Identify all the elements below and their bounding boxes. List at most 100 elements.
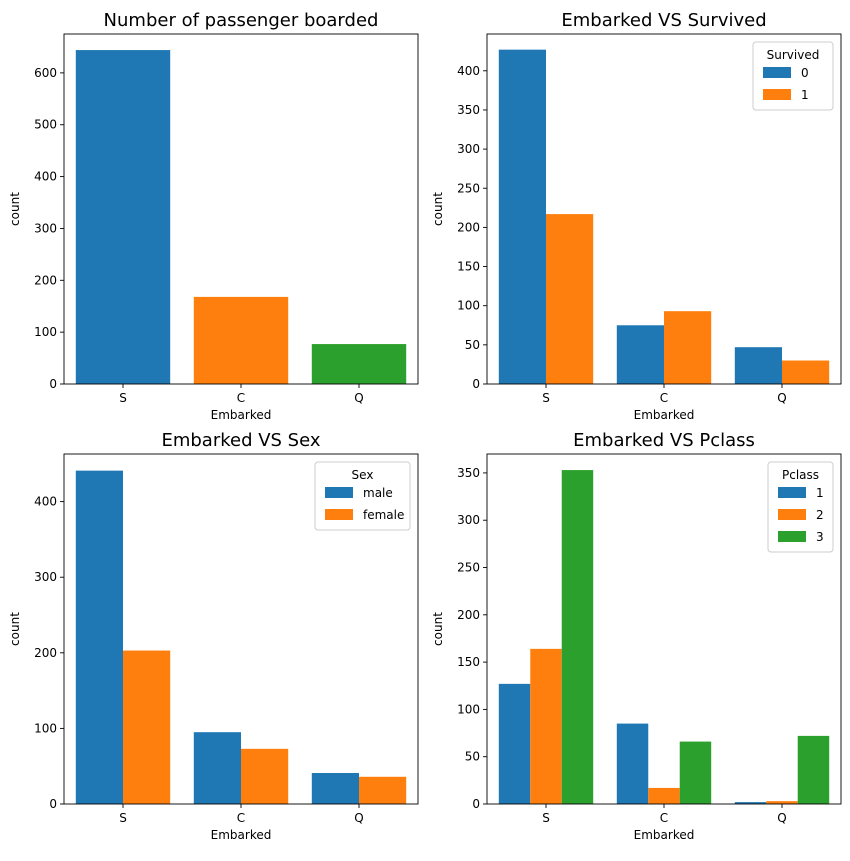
y-tick-label: 0 bbox=[472, 377, 480, 391]
x-tick-label: C bbox=[660, 811, 668, 825]
bar-s-1 bbox=[498, 683, 531, 804]
bar-s-1 bbox=[546, 214, 594, 384]
y-tick-label: 100 bbox=[457, 702, 480, 716]
y-tick-label: 0 bbox=[472, 797, 480, 811]
y-tick-label: 100 bbox=[34, 721, 57, 735]
bar-c-1 bbox=[664, 311, 712, 384]
x-axis-label: Embarked bbox=[211, 408, 272, 422]
y-tick-label: 400 bbox=[34, 170, 57, 184]
y-tick-label: 400 bbox=[34, 495, 57, 509]
y-tick-label: 300 bbox=[457, 142, 480, 156]
x-tick-label: Q bbox=[354, 811, 363, 825]
legend: Sex male female bbox=[314, 461, 411, 531]
legend-swatch bbox=[325, 487, 353, 498]
bar-q-1 bbox=[782, 360, 830, 384]
chart-title: Embarked VS Survived bbox=[561, 10, 766, 31]
x-tick-label: S bbox=[119, 391, 127, 405]
y-tick-label: 200 bbox=[34, 273, 57, 287]
legend-swatch bbox=[778, 509, 806, 520]
x-tick-label: Q bbox=[777, 391, 786, 405]
y-axis-label: count bbox=[8, 192, 22, 226]
x-tick-label: C bbox=[237, 811, 245, 825]
legend: Pclass 1 2 3 bbox=[767, 461, 834, 553]
x-tick-label: S bbox=[542, 811, 550, 825]
bar-c-female bbox=[241, 748, 289, 804]
legend-box bbox=[767, 461, 834, 553]
x-axis-label: Embarked bbox=[211, 828, 272, 842]
legend-title: Survived bbox=[767, 48, 820, 62]
bar-q-female bbox=[359, 776, 407, 804]
y-tick-label: 0 bbox=[49, 797, 57, 811]
legend-swatch bbox=[325, 509, 353, 520]
y-tick-label: 300 bbox=[34, 221, 57, 235]
bar-c-0 bbox=[616, 325, 664, 384]
y-tick-label: 150 bbox=[457, 260, 480, 274]
chart-1: 0 100 200 300 400 500 600 S C Q Number of passenge… bbox=[8, 10, 419, 422]
y-tick-label: 50 bbox=[465, 338, 480, 352]
y-tick-label: 200 bbox=[34, 646, 57, 660]
y-tick-label: 250 bbox=[457, 561, 480, 575]
bar-c-1 bbox=[616, 723, 649, 804]
chart-title: Embarked VS Sex bbox=[161, 430, 320, 451]
y-tick-label: 600 bbox=[34, 66, 57, 80]
legend-swatch bbox=[763, 89, 791, 100]
legend-label: male bbox=[363, 486, 393, 500]
legend-swatch bbox=[763, 67, 791, 78]
y-tick-label: 0 bbox=[49, 377, 57, 391]
x-axis-label: Embarked bbox=[634, 408, 695, 422]
legend-title: Pclass bbox=[782, 468, 819, 482]
bar-q-2 bbox=[766, 801, 798, 804]
x-tick-label: C bbox=[237, 391, 245, 405]
y-tick-label: 100 bbox=[457, 299, 480, 313]
y-tick-label: 300 bbox=[34, 570, 57, 584]
bar-q-3 bbox=[797, 735, 830, 804]
chart-title: Embarked VS Pclass bbox=[573, 430, 755, 451]
y-tick-label: 350 bbox=[457, 103, 480, 117]
y-tick-label: 300 bbox=[457, 513, 480, 527]
bar-s-female bbox=[123, 650, 171, 804]
y-tick-label: 500 bbox=[34, 118, 57, 132]
legend-label: 1 bbox=[801, 88, 809, 102]
bar-s bbox=[75, 50, 171, 384]
y-tick-label: 200 bbox=[457, 220, 480, 234]
bar-c-male bbox=[193, 732, 241, 804]
bar-s-male bbox=[75, 470, 123, 804]
legend-swatch bbox=[778, 531, 806, 542]
legend-label: 3 bbox=[816, 530, 824, 544]
x-axis-label: Embarked bbox=[634, 828, 695, 842]
y-tick-label: 400 bbox=[457, 64, 480, 78]
bar-s-0 bbox=[498, 49, 546, 384]
x-tick-label: Q bbox=[777, 811, 786, 825]
bar-c-2 bbox=[648, 787, 680, 804]
legend-label: 2 bbox=[816, 508, 824, 522]
legend-label: 1 bbox=[816, 486, 824, 500]
y-tick-label: 250 bbox=[457, 181, 480, 195]
bar-q-male bbox=[311, 773, 359, 804]
y-tick-label: 200 bbox=[457, 608, 480, 622]
legend-swatch bbox=[778, 487, 806, 498]
bar-c bbox=[193, 296, 289, 384]
chart-3: 0 100 200 300 400 S C Q Embarked VS Sex Embarked c… bbox=[8, 430, 419, 842]
chart-2: 0 50 100 150 200 250 300 350 400 S C Q Embarked VS S… bbox=[431, 10, 842, 422]
x-tick-label: S bbox=[119, 811, 127, 825]
legend-label: 0 bbox=[801, 66, 809, 80]
bar-q bbox=[311, 344, 407, 384]
y-tick-label: 50 bbox=[465, 750, 480, 764]
legend-title: Sex bbox=[352, 468, 374, 482]
bar-s-3 bbox=[561, 470, 594, 804]
legend: Survived 0 1 bbox=[752, 41, 834, 111]
bar-q-1 bbox=[734, 802, 767, 804]
y-tick-label: 150 bbox=[457, 655, 480, 669]
y-tick-label: 100 bbox=[34, 325, 57, 339]
bar-q-0 bbox=[734, 347, 782, 384]
chart-4: 0 50 100 150 200 250 300 350 S C Q Embarked VS Pcla… bbox=[431, 430, 842, 842]
legend-label: female bbox=[363, 508, 404, 522]
y-tick-label: 350 bbox=[457, 466, 480, 480]
bar-s-2 bbox=[530, 648, 562, 804]
y-axis-label: count bbox=[8, 612, 22, 646]
chart-title: Number of passenger boarded bbox=[104, 10, 379, 31]
y-axis-label: count bbox=[431, 192, 445, 226]
bar-c-3 bbox=[679, 741, 712, 804]
